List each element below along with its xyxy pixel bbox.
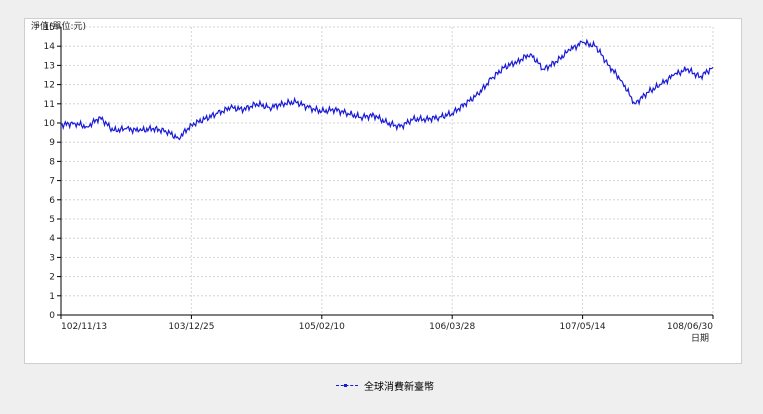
- legend-swatch: [336, 383, 358, 387]
- x-tick-label: 107/05/14: [560, 322, 606, 332]
- y-tick-label: 1: [49, 292, 55, 302]
- legend-label: 全球消費新臺幣: [364, 381, 434, 393]
- y-axis-label: 淨值(單位:元): [31, 20, 86, 32]
- y-tick-label: 2: [49, 273, 55, 283]
- y-tick-label: 7: [49, 177, 55, 187]
- y-tick-label: 3: [49, 253, 55, 263]
- y-tick-label: 15: [44, 23, 55, 33]
- x-tick-label: 102/11/13: [61, 322, 107, 332]
- y-tick-label: 10: [44, 119, 56, 129]
- axes: [60, 27, 713, 316]
- x-tick-label: 106/03/28: [429, 322, 475, 332]
- y-tick-label: 12: [44, 81, 55, 91]
- y-tick-label: 0: [49, 311, 55, 321]
- y-tick-label: 6: [49, 196, 55, 206]
- y-tick-label: 13: [44, 61, 55, 71]
- plot-area: 0 1 2 3 4 5 6 7 8 9 10 11 12 13 14 15 102/11/13 103/12/2…: [24, 18, 742, 364]
- x-tick-label: 105/02/10: [299, 322, 345, 332]
- x-tick-label: 103/12/25: [168, 322, 214, 332]
- series-line: [60, 38, 714, 141]
- y-tick-label: 11: [44, 100, 55, 110]
- x-axis-label: 日期: [691, 333, 709, 344]
- y-tick-label: 9: [49, 138, 55, 148]
- x-tick-label: 108/06/30: [667, 322, 713, 332]
- legend: 全球消費新臺幣: [336, 378, 434, 393]
- grid-lines: [57, 26, 714, 319]
- y-tick-label: 14: [44, 42, 56, 52]
- x-tick-labels: 102/11/13 103/12/25 105/02/10 106/03/28 107/…: [61, 322, 713, 332]
- y-tick-label: 8: [49, 157, 55, 167]
- y-tick-label: 4: [49, 234, 55, 244]
- y-tick-label: 5: [49, 215, 55, 225]
